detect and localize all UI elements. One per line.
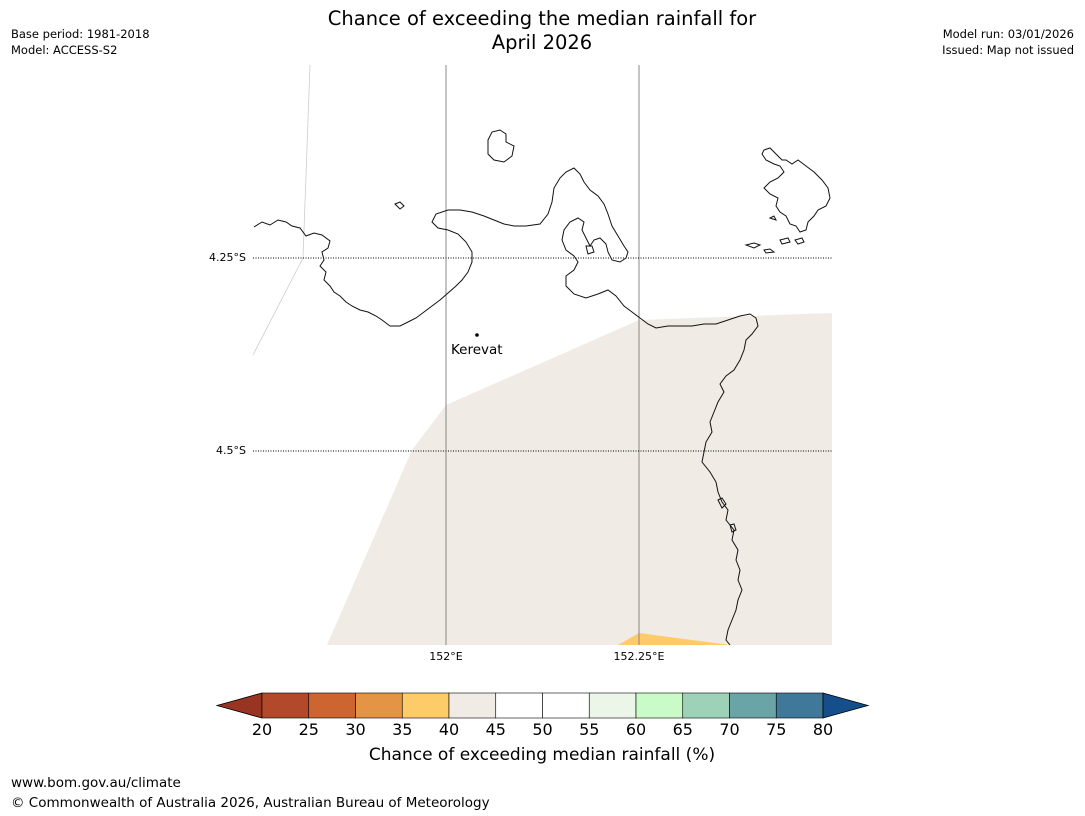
colorbar-tick-label: 45 xyxy=(485,720,506,739)
longitude-label: 152.25°E xyxy=(613,650,665,663)
colorbar-tick-label: 70 xyxy=(719,720,740,739)
projection-edge xyxy=(252,257,304,356)
issued-text: Issued: Map not issued xyxy=(942,43,1074,57)
colorbar-tick-label: 80 xyxy=(812,720,834,739)
probability-region-40-45 xyxy=(327,313,832,645)
coastline-west-peninsula xyxy=(253,167,759,646)
islet xyxy=(794,237,805,245)
base-period-text: Base period: 1981-2018 xyxy=(11,27,150,41)
colorbar-tick-label: 55 xyxy=(579,720,600,739)
island-northeast-group xyxy=(761,147,831,233)
kerevat-marker[interactable] xyxy=(475,333,479,337)
colorbar-tick-label: 40 xyxy=(438,720,460,739)
colorbar-title: Chance of exceeding median rainfall (%) xyxy=(368,745,716,765)
latitude-label: 4.25°S xyxy=(209,251,246,264)
islet xyxy=(763,248,776,254)
islet xyxy=(394,201,405,210)
model-run-text: Model run: 03/01/2026 xyxy=(942,27,1074,41)
colorbar-tick-label: 30 xyxy=(345,720,366,739)
colorbar-tick-label: 20 xyxy=(251,720,273,739)
latitude-label: 4.5°S xyxy=(216,444,246,457)
colorbar-tick-label: 35 xyxy=(392,720,413,739)
map-title: Chance of exceeding the median rainfall … xyxy=(242,7,842,55)
islet xyxy=(729,523,737,533)
title-line-1: Chance of exceeding the median rainfall … xyxy=(327,7,757,30)
colorbar-tick-label: 25 xyxy=(298,720,319,739)
place-label-kerevat: Kerevat xyxy=(451,342,503,358)
islet xyxy=(585,245,595,255)
colorbar-tick-label: 75 xyxy=(766,720,787,739)
model-text: Model: ACCESS-S2 xyxy=(11,43,118,57)
metadata-left: Base period: 1981-2018 Model: ACCESS-S2 xyxy=(11,26,150,58)
projection-edge xyxy=(302,64,311,259)
footer-url-link[interactable]: www.bom.gov.au/climate xyxy=(11,775,181,791)
probability-region-35-40 xyxy=(618,633,730,645)
islet xyxy=(717,497,727,509)
colorbar-tick-label: 65 xyxy=(672,720,693,739)
footer-copyright: © Commonwealth of Australia 2026, Austra… xyxy=(11,795,490,811)
title-line-2: April 2026 xyxy=(491,31,593,54)
colorbar-tick-label: 60 xyxy=(625,720,647,739)
islet xyxy=(744,242,762,249)
islet xyxy=(779,237,791,245)
longitude-label: 152°E xyxy=(429,650,463,663)
islet xyxy=(768,215,777,221)
island-small-north xyxy=(487,129,515,163)
metadata-right: Model run: 03/01/2026 Issued: Map not is… xyxy=(942,26,1074,58)
colorbar-tick-label: 50 xyxy=(532,720,553,739)
